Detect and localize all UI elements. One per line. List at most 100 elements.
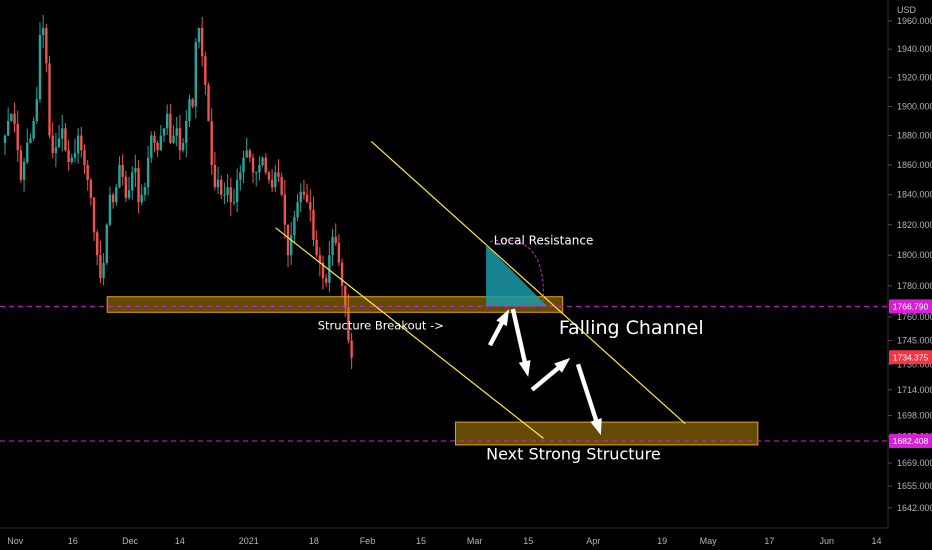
candle[interactable] (191, 97, 194, 109)
candle[interactable] (137, 160, 140, 213)
candle[interactable] (54, 132, 58, 168)
candle[interactable] (156, 140, 159, 157)
candle[interactable] (13, 102, 16, 133)
candle[interactable] (121, 154, 124, 186)
candle[interactable] (334, 223, 337, 246)
candle[interactable] (178, 114, 182, 161)
candle[interactable] (261, 156, 264, 167)
candle[interactable] (108, 186, 112, 227)
candle[interactable] (89, 177, 93, 206)
candle[interactable] (10, 113, 13, 122)
candle[interactable] (264, 153, 267, 175)
candle[interactable] (3, 134, 7, 156)
candle[interactable] (350, 332, 353, 369)
candle[interactable] (331, 228, 334, 266)
candle[interactable] (76, 127, 80, 164)
candle[interactable] (267, 170, 271, 184)
candle[interactable] (296, 193, 299, 221)
candle[interactable] (96, 229, 99, 266)
candle[interactable] (175, 116, 178, 147)
candle[interactable] (251, 153, 255, 184)
candle[interactable] (213, 151, 217, 191)
candle[interactable] (318, 247, 322, 277)
candle[interactable] (80, 126, 83, 158)
candle[interactable] (232, 188, 236, 206)
candle[interactable] (64, 123, 67, 152)
candle[interactable] (26, 128, 29, 165)
candle[interactable] (70, 154, 73, 165)
candle[interactable] (207, 82, 210, 122)
candle[interactable] (216, 166, 220, 195)
candle[interactable] (57, 124, 61, 149)
candle[interactable] (131, 166, 134, 200)
candle[interactable] (277, 159, 280, 182)
candle[interactable] (115, 183, 118, 206)
candle[interactable] (324, 273, 328, 287)
candle[interactable] (102, 253, 105, 286)
candle[interactable] (92, 196, 96, 241)
candle[interactable] (153, 131, 156, 153)
candle[interactable] (204, 51, 207, 95)
candle[interactable] (143, 182, 147, 202)
candle[interactable] (118, 156, 121, 189)
candle[interactable] (226, 174, 229, 203)
candle[interactable] (299, 183, 302, 212)
candle[interactable] (309, 189, 312, 222)
candle[interactable] (86, 160, 89, 191)
candle[interactable] (41, 14, 45, 49)
candle[interactable] (16, 110, 19, 162)
candle[interactable] (165, 104, 169, 135)
candle[interactable] (140, 184, 143, 206)
candle[interactable] (229, 177, 232, 217)
candle[interactable] (255, 171, 258, 187)
candle[interactable] (111, 192, 115, 209)
candle[interactable] (245, 137, 248, 158)
candle[interactable] (61, 114, 64, 152)
candle[interactable] (258, 156, 261, 181)
candle[interactable] (286, 224, 290, 267)
candle[interactable] (293, 210, 296, 244)
candle[interactable] (146, 145, 150, 196)
candle[interactable] (337, 234, 341, 266)
candle[interactable] (290, 222, 293, 266)
candle[interactable] (328, 241, 331, 293)
candle[interactable] (6, 107, 10, 137)
candle[interactable] (19, 145, 23, 183)
candle[interactable] (321, 255, 325, 290)
candle[interactable] (283, 179, 287, 239)
candle[interactable] (159, 125, 163, 151)
candle[interactable] (210, 107, 213, 175)
candle[interactable] (274, 164, 277, 193)
candle[interactable] (223, 182, 226, 205)
candle[interactable] (51, 122, 54, 159)
candle[interactable] (270, 169, 274, 192)
candle[interactable] (302, 179, 306, 200)
candle[interactable] (169, 103, 172, 145)
candle[interactable] (32, 117, 35, 141)
candle[interactable] (38, 22, 42, 103)
candle[interactable] (150, 131, 153, 163)
candle[interactable] (99, 240, 102, 284)
candle[interactable] (280, 172, 283, 197)
candle[interactable] (181, 137, 185, 153)
candle[interactable] (134, 154, 137, 187)
candle[interactable] (194, 38, 197, 118)
candle[interactable] (242, 150, 245, 184)
candle[interactable] (67, 140, 70, 171)
candle[interactable] (45, 23, 48, 73)
candle[interactable] (312, 196, 315, 247)
candle[interactable] (305, 183, 309, 203)
candle[interactable] (73, 138, 77, 163)
candle[interactable] (200, 16, 204, 67)
candle[interactable] (197, 27, 201, 49)
candle[interactable] (127, 176, 131, 201)
candle[interactable] (220, 175, 223, 200)
candle[interactable] (248, 148, 252, 163)
candle[interactable] (340, 258, 344, 298)
candle[interactable] (239, 164, 242, 191)
candle[interactable] (185, 109, 188, 158)
candle[interactable] (83, 144, 86, 174)
candle[interactable] (235, 168, 239, 213)
candle[interactable] (22, 158, 26, 192)
